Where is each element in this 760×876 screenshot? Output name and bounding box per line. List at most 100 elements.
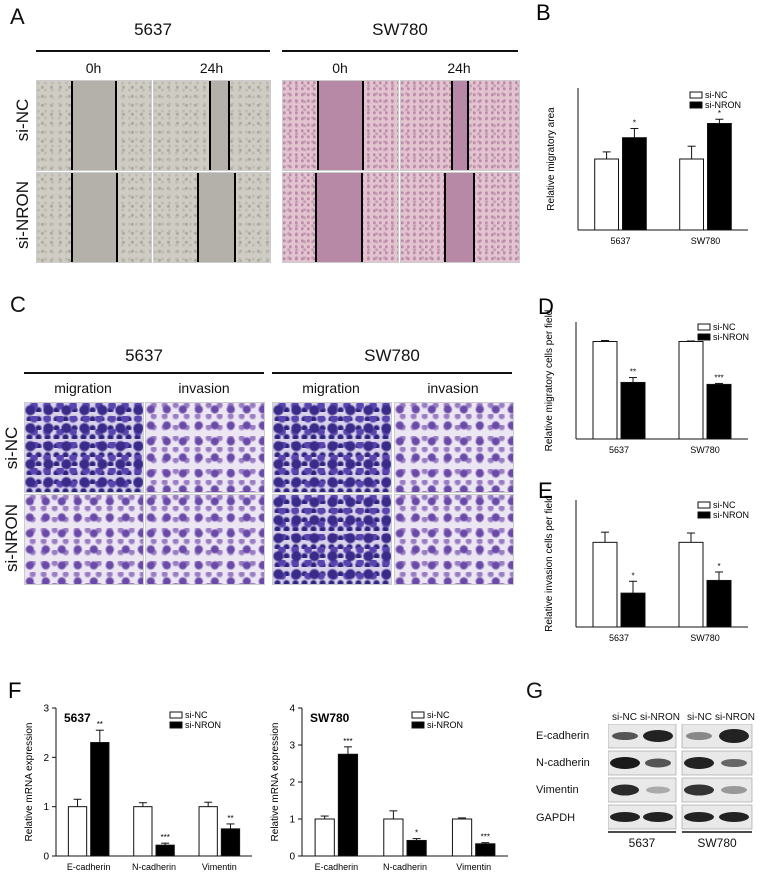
group-title-sw780-a: SW780 <box>372 20 428 39</box>
bar-si-nron <box>475 843 496 857</box>
legend-swatch <box>697 323 711 331</box>
significance-mark: *** <box>481 833 490 842</box>
group-title-5637-a: 5637 <box>134 20 172 39</box>
y-tick-label: 1 <box>43 802 49 813</box>
panel-label-g: G <box>526 678 544 703</box>
transwell-image-sw780-invasion-sinc <box>394 402 514 493</box>
bar-si-nc <box>383 818 404 857</box>
y-axis-label: Relative invasion cells per field <box>544 495 555 632</box>
bar-si-nc <box>198 806 218 857</box>
y-tick-label: 3 <box>289 741 295 752</box>
bar-si-nron <box>220 828 241 857</box>
assay-label: invasion <box>427 380 479 396</box>
assay-label: migration <box>302 380 360 396</box>
scratch-image-5637-24h-sinron <box>153 172 271 263</box>
y-tick-label: 0 <box>289 852 295 863</box>
legend-swatch <box>169 721 183 729</box>
legend-swatch <box>689 101 703 109</box>
western-blot <box>608 724 753 833</box>
legend-swatch <box>411 721 425 729</box>
significance-mark: * <box>631 571 634 580</box>
legend-label: si-NRON <box>713 510 749 520</box>
bar-si-nc <box>679 158 704 231</box>
legend-swatch <box>689 91 703 99</box>
x-tick-label: Vimentin <box>202 862 237 872</box>
group-title-sw780-c: SW780 <box>364 346 420 365</box>
transwell-image-sw780-invasion-sinron <box>394 494 514 585</box>
significance-mark: ** <box>97 720 103 729</box>
row-label-si-nc: si-NC <box>13 98 32 142</box>
cell-line-label: SW780 <box>697 836 737 850</box>
significance-mark: * <box>415 829 418 838</box>
bar-si-nc <box>451 818 473 857</box>
y-tick-label: 1 <box>289 815 295 826</box>
significance-mark: ** <box>630 368 636 377</box>
legend-label: si-NC <box>713 322 736 332</box>
row-label-si-nron: si-NRON <box>13 181 32 249</box>
significance-mark: * <box>633 118 636 127</box>
legend-swatch <box>697 511 711 519</box>
x-tick-label: E-cadherin <box>67 862 111 872</box>
group-underline <box>272 372 512 374</box>
y-tick-label: 4 <box>289 704 295 715</box>
protein-label: E-cadherin <box>536 730 590 742</box>
y-axis-label: Relative mRNA expression <box>24 723 35 842</box>
significance-mark: * <box>717 562 720 571</box>
bar-si-nron <box>406 839 427 857</box>
legend-label: si-NC <box>427 710 450 720</box>
scratch-image-5637-0h-sinc <box>36 80 152 171</box>
group-title-5637-c: 5637 <box>125 346 163 365</box>
chart-f1: F 5637 Relative mRNA expression 0 1 2 3 ** E-cad… <box>8 678 252 872</box>
bar-si-nc <box>594 158 619 231</box>
bar-si-nron <box>90 742 110 857</box>
timepoint-label: 0h <box>85 60 102 76</box>
panel-label-c: C <box>10 292 26 317</box>
x-tick-label: Vimentin <box>456 862 491 872</box>
x-tick-label: 5637 <box>609 633 629 643</box>
transwell-image-sw780-migration-sinc <box>272 402 392 493</box>
significance-mark: ** <box>227 814 233 823</box>
scratch-image-sw780-0h-sinron <box>282 172 399 263</box>
transwell-image-5637-migration-sinc <box>24 402 144 493</box>
bar-si-nron <box>337 753 359 857</box>
y-tick-label: 2 <box>289 778 295 789</box>
y-axis-label: Relative mRNA expression <box>270 723 281 842</box>
transwell-image-sw780-migration-sinron <box>272 494 392 585</box>
timepoint-label: 24h <box>447 60 471 76</box>
panel-label: B <box>536 0 551 25</box>
legend-label: si-NC <box>185 710 208 720</box>
legend-label: si-NRON <box>705 100 741 110</box>
panel-label-a: A <box>10 4 25 29</box>
bar-si-nron <box>155 844 175 857</box>
bar-si-nc <box>314 818 335 857</box>
timepoint-label: 24h <box>199 60 224 76</box>
bar-si-nron <box>707 123 732 231</box>
x-tick-label: E-cadherin <box>315 862 359 872</box>
chart-b: B Relative migratory area * 5637 * SW780 si-NC… <box>536 0 748 246</box>
legend-swatch <box>169 711 183 719</box>
row-label-si-nron: si-NRON <box>2 504 21 572</box>
panel-label: F <box>8 678 21 703</box>
row-label-si-nc: si-NC <box>2 426 21 470</box>
legend-swatch <box>411 711 425 719</box>
bar-si-nron <box>706 579 732 628</box>
chart-title: 5637 <box>64 711 91 725</box>
bar-si-nc <box>592 541 618 628</box>
x-tick-label: SW780 <box>691 236 721 246</box>
y-tick-label: 0 <box>43 852 49 863</box>
bar-si-nc <box>592 341 618 440</box>
bar-si-nron <box>620 592 646 628</box>
group-underline <box>36 50 270 52</box>
legend-label: si-NRON <box>713 332 749 342</box>
panel-label: E <box>538 478 553 503</box>
bar-si-nc <box>67 806 88 857</box>
assay-label: migration <box>54 380 112 396</box>
scratch-image-sw780-24h-sinc <box>400 80 520 171</box>
cell-line-label: 5637 <box>628 836 656 850</box>
protein-label: Vimentin <box>536 784 579 796</box>
legend-label: si-NRON <box>427 720 463 730</box>
protein-label: GAPDH <box>536 812 576 824</box>
legend-swatch <box>697 501 711 509</box>
